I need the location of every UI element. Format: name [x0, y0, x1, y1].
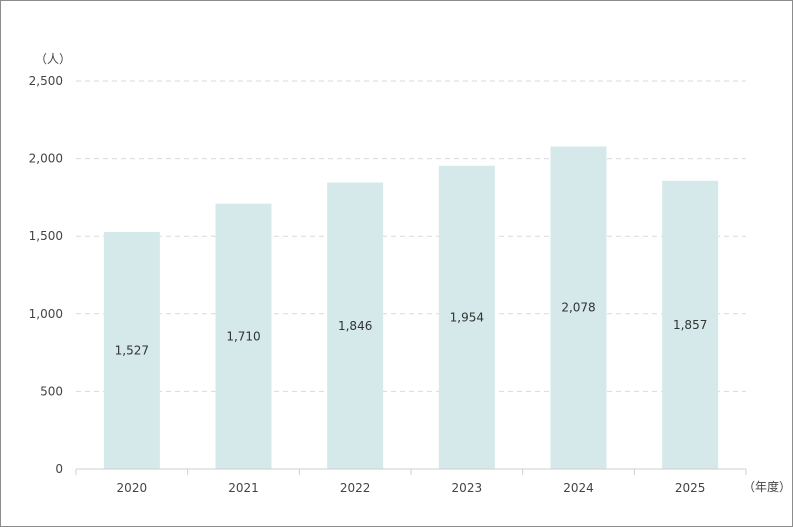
bar-2020	[103, 232, 160, 469]
x-tick-label: 2023	[452, 481, 483, 495]
bar-2021	[215, 203, 272, 469]
y-tick-label: 0	[55, 462, 63, 476]
x-tick-label: 2020	[117, 481, 148, 495]
x-tick-label: 2024	[563, 481, 594, 495]
bar-2025	[662, 180, 719, 470]
y-tick-label: 2,500	[29, 74, 63, 88]
bar-2023	[438, 165, 495, 469]
bar-2022	[327, 182, 384, 469]
bar-value-label: 1,954	[450, 310, 484, 324]
x-axis-unit-label: （年度）	[743, 479, 791, 494]
x-tick-label: 2025	[675, 481, 706, 495]
x-tick-label: 2022	[340, 481, 371, 495]
y-tick-label: 2,000	[29, 152, 63, 166]
bar-value-label: 1,710	[226, 329, 260, 343]
y-tick-label: 500	[40, 384, 63, 398]
y-tick-label: 1,500	[29, 229, 63, 243]
labels-layer: 0 500 1,000 1,500 2,000 2,500 1,527 2020 1,710 20…	[29, 74, 708, 495]
grid-layer	[76, 80, 746, 392]
y-axis-unit-label: （人）	[35, 52, 71, 66]
axis-layer	[75, 468, 747, 475]
bar-value-label: 1,857	[673, 318, 707, 332]
bar-value-label: 1,527	[115, 344, 149, 358]
bars-layer	[103, 146, 719, 470]
bar-value-label: 1,846	[338, 319, 372, 333]
x-tick-label: 2021	[228, 481, 259, 495]
bar-value-label: 2,078	[561, 301, 595, 315]
y-tick-label: 1,000	[29, 307, 63, 321]
bar-2024	[550, 146, 607, 470]
